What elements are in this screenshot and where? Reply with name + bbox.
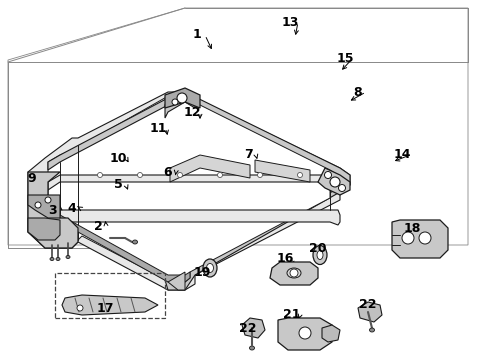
Text: 12: 12 <box>183 105 201 118</box>
Text: 2: 2 <box>94 220 102 233</box>
Polygon shape <box>165 92 350 290</box>
Text: 21: 21 <box>283 309 301 321</box>
Circle shape <box>339 184 345 192</box>
Text: 20: 20 <box>309 242 327 255</box>
Ellipse shape <box>206 264 214 273</box>
Text: 22: 22 <box>239 321 257 334</box>
Text: 19: 19 <box>194 266 211 279</box>
Circle shape <box>218 172 222 177</box>
Circle shape <box>35 202 41 208</box>
Text: 13: 13 <box>281 15 299 28</box>
Polygon shape <box>28 92 350 290</box>
Text: 3: 3 <box>48 203 56 216</box>
Polygon shape <box>48 95 338 282</box>
Polygon shape <box>48 175 338 190</box>
Circle shape <box>98 172 102 177</box>
Text: 11: 11 <box>149 122 167 135</box>
Ellipse shape <box>50 257 54 261</box>
Circle shape <box>290 269 298 277</box>
Text: 22: 22 <box>359 298 377 311</box>
Text: 6: 6 <box>164 166 172 179</box>
Polygon shape <box>165 88 200 108</box>
Text: 7: 7 <box>244 148 252 162</box>
Polygon shape <box>28 172 78 248</box>
Ellipse shape <box>203 259 217 277</box>
Polygon shape <box>60 215 190 282</box>
Circle shape <box>177 172 182 177</box>
Polygon shape <box>270 262 318 285</box>
Polygon shape <box>255 160 310 182</box>
Text: 8: 8 <box>354 85 362 99</box>
Ellipse shape <box>287 268 301 278</box>
Polygon shape <box>62 295 158 315</box>
Polygon shape <box>28 218 60 240</box>
Circle shape <box>258 172 263 177</box>
Text: 1: 1 <box>193 28 201 41</box>
Polygon shape <box>48 210 340 228</box>
Circle shape <box>402 232 414 244</box>
Text: 15: 15 <box>336 51 354 64</box>
Circle shape <box>324 171 332 179</box>
Text: 10: 10 <box>109 152 127 165</box>
Bar <box>55 273 165 318</box>
Text: 4: 4 <box>68 202 76 215</box>
Text: 9: 9 <box>28 171 36 184</box>
Ellipse shape <box>132 240 138 244</box>
Polygon shape <box>358 302 382 322</box>
Circle shape <box>297 172 302 177</box>
Polygon shape <box>28 195 60 218</box>
Polygon shape <box>242 318 265 338</box>
Polygon shape <box>170 155 250 182</box>
Circle shape <box>177 93 187 103</box>
Circle shape <box>330 177 340 187</box>
Circle shape <box>138 172 143 177</box>
Ellipse shape <box>369 328 374 332</box>
Circle shape <box>45 197 51 203</box>
Ellipse shape <box>249 346 254 350</box>
Ellipse shape <box>317 251 323 260</box>
Polygon shape <box>322 325 340 342</box>
Ellipse shape <box>56 257 60 261</box>
Circle shape <box>77 305 83 311</box>
Polygon shape <box>392 220 448 258</box>
Polygon shape <box>48 92 185 170</box>
Text: 16: 16 <box>276 252 294 265</box>
Ellipse shape <box>66 256 70 258</box>
Polygon shape <box>318 168 350 195</box>
Circle shape <box>419 232 431 244</box>
Text: 5: 5 <box>114 179 122 192</box>
Ellipse shape <box>313 246 327 265</box>
Polygon shape <box>278 318 332 350</box>
Circle shape <box>172 99 178 105</box>
Circle shape <box>299 327 311 339</box>
Text: 17: 17 <box>96 302 114 315</box>
Polygon shape <box>168 272 185 290</box>
Text: 18: 18 <box>403 221 421 234</box>
Polygon shape <box>165 92 195 118</box>
Text: 14: 14 <box>393 148 411 162</box>
